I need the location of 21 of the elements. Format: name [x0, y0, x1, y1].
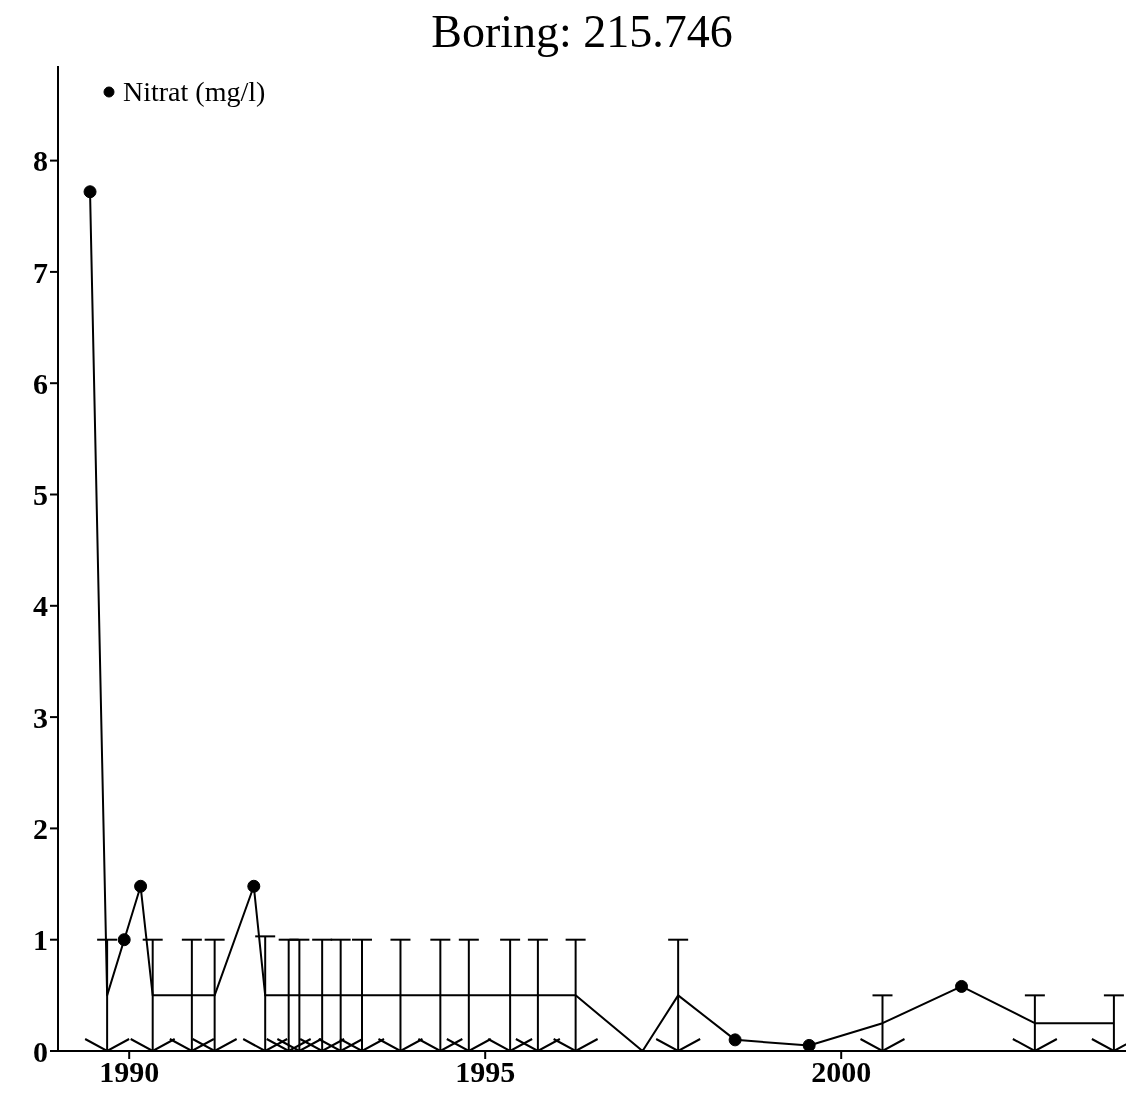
y-tick-label: 5 [33, 478, 48, 512]
x-tick-label: 1995 [455, 1055, 516, 1089]
y-tick-label: 1 [33, 923, 48, 957]
point [955, 979, 969, 993]
point [247, 879, 261, 893]
y-tick-label: 7 [33, 255, 48, 289]
y-tick-label: 4 [33, 589, 48, 623]
point [728, 1033, 742, 1047]
point [117, 933, 131, 947]
point [134, 879, 148, 893]
y-tick-label: 8 [33, 144, 48, 178]
point [83, 185, 97, 199]
point [802, 1038, 816, 1051]
y-tick-label: 2 [33, 812, 48, 846]
y-tick-label: 3 [33, 700, 48, 734]
y-tick-label: 6 [33, 366, 48, 400]
x-tick-label: 1990 [99, 1055, 160, 1089]
y-tick-label: 0 [33, 1034, 48, 1068]
x-tick-label: 2000 [811, 1055, 872, 1089]
legend-label: Nitrat (mg/l) [123, 76, 266, 108]
chart-title: Boring: 215.746 [430, 6, 734, 57]
